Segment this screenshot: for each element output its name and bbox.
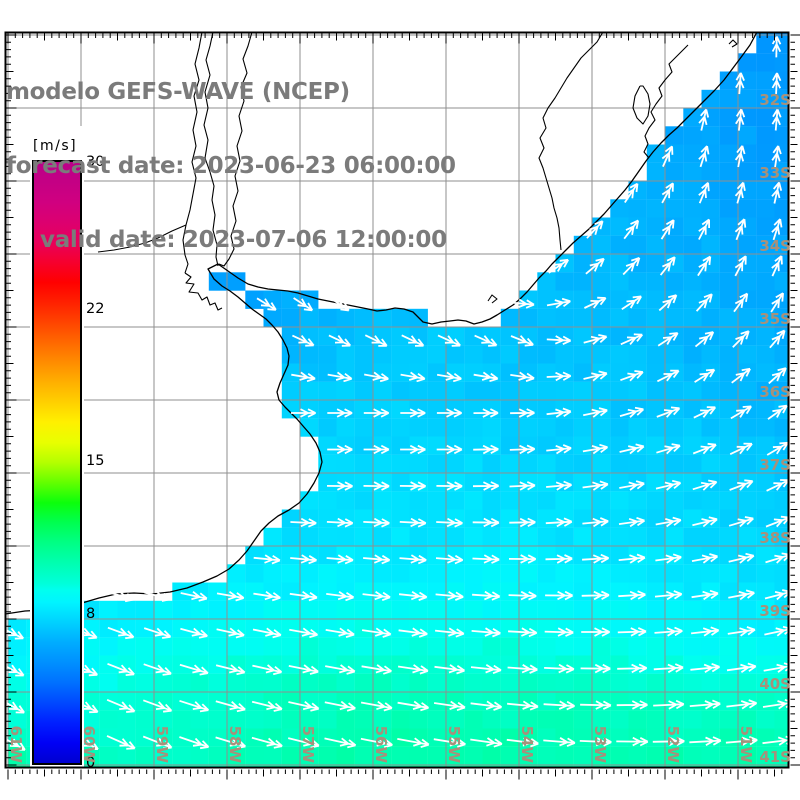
colorbar-tick-label: 0: [86, 755, 96, 771]
title-valid-date: valid date: 2023-07-06 12:00:00: [40, 227, 447, 254]
colorbar-tick-label: 8: [86, 605, 96, 622]
colorbar-tick-label: 15: [86, 452, 105, 469]
title-model: modelo GEFS-WAVE (NCEP): [6, 78, 350, 105]
title-block: modelo GEFS-WAVE (NCEP) forecast date: 2…: [6, 30, 456, 303]
title-forecast-date: forecast date: 2023-06-23 06:00:00: [6, 152, 456, 179]
colorbar-tick-label: 22: [86, 301, 105, 318]
